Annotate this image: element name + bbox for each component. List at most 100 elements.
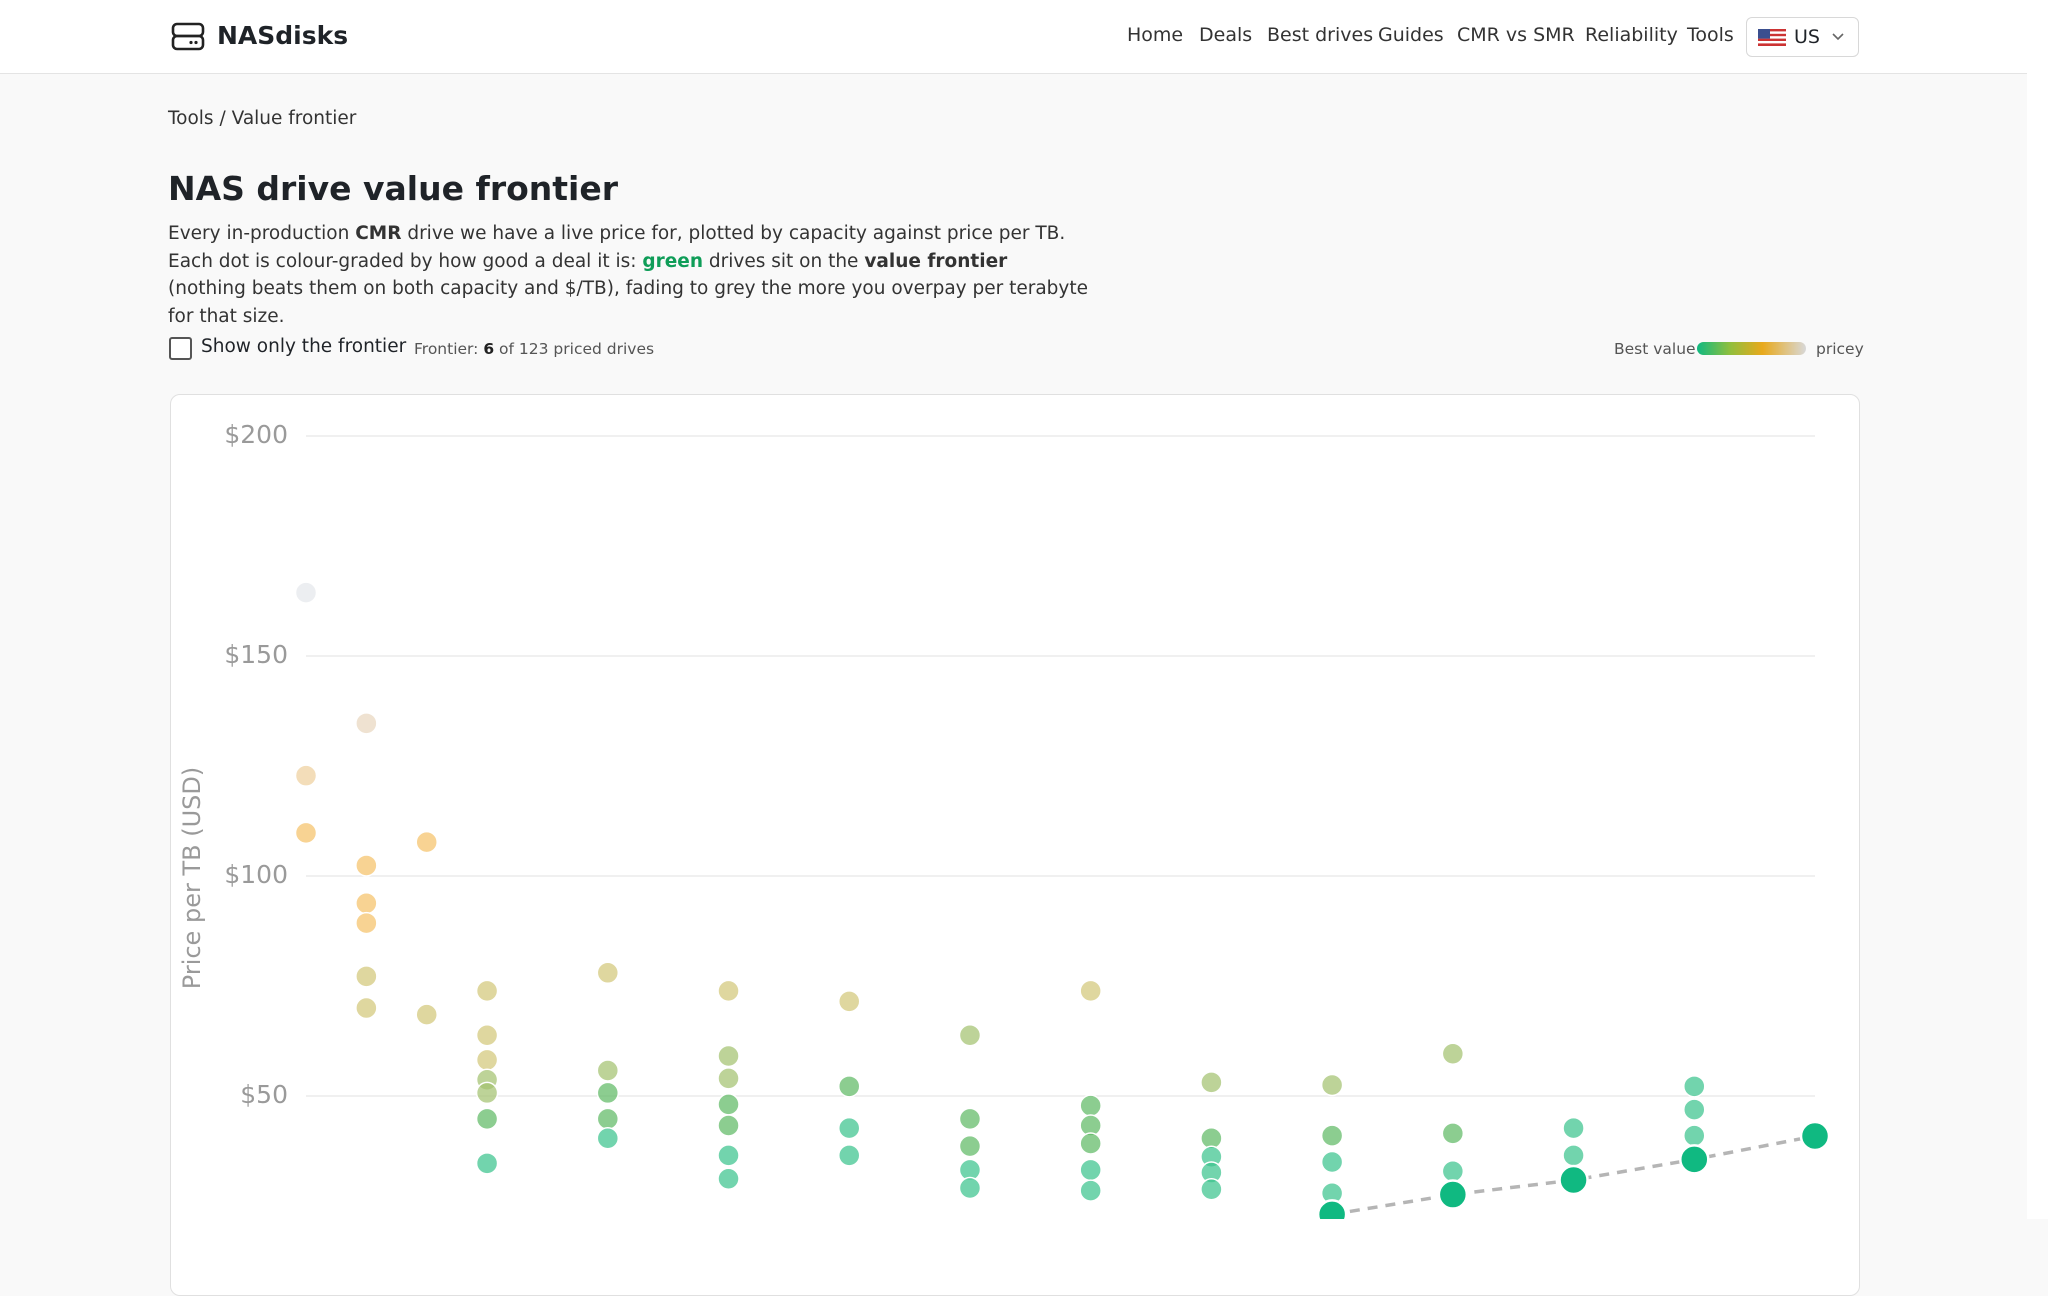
legend-gradient bbox=[1697, 342, 1806, 355]
breadcrumb-current: Value frontier bbox=[231, 108, 357, 129]
frontier-summary: Frontier: 6 of 123 priced drives bbox=[414, 340, 654, 358]
intro: Every in-production CMR drive we have a … bbox=[168, 220, 1088, 330]
drive-dot bbox=[837, 990, 861, 1013]
drive-dot bbox=[1683, 1098, 1706, 1121]
drive-dot bbox=[717, 1044, 740, 1068]
region-label: US bbox=[1794, 26, 1820, 48]
drive-dot bbox=[596, 961, 620, 985]
nav-link[interactable]: Best drives bbox=[1267, 24, 1374, 46]
page-title: NAS drive value frontier bbox=[168, 169, 618, 208]
chevron bbox=[1832, 33, 1844, 41]
drive-dot bbox=[1079, 1179, 1102, 1202]
drive-dot bbox=[355, 965, 378, 988]
region-select[interactable]: US bbox=[1746, 17, 1859, 57]
drive-dot bbox=[475, 1048, 499, 1072]
drive-dot bbox=[1079, 979, 1102, 1003]
breadcrumb-link[interactable]: Tools bbox=[168, 108, 214, 129]
nav-link[interactable]: Home bbox=[1127, 24, 1184, 46]
drive-dot bbox=[1683, 1124, 1706, 1147]
drive-dot bbox=[415, 830, 438, 854]
drive-dot bbox=[1079, 1094, 1102, 1117]
drive-dot bbox=[1200, 1071, 1223, 1094]
drive-dot bbox=[717, 1067, 740, 1090]
drive-dot bbox=[1079, 1132, 1102, 1155]
checkbox-label[interactable]: Show only the frontier bbox=[201, 336, 407, 357]
checkbox[interactable] bbox=[169, 337, 192, 360]
drive-dot bbox=[717, 1167, 740, 1190]
frontier-count: 6 bbox=[483, 340, 495, 358]
drive-dot bbox=[596, 1126, 620, 1150]
drive-dot bbox=[717, 1114, 740, 1137]
drive-dot bbox=[717, 1093, 740, 1116]
nav-link[interactable]: Tools bbox=[1687, 24, 1734, 46]
drive-dot bbox=[355, 892, 378, 915]
drive-dot bbox=[1562, 1144, 1585, 1167]
flag-icon bbox=[1758, 29, 1786, 46]
nav-link[interactable]: Guides bbox=[1378, 24, 1444, 46]
drive-dot bbox=[596, 1107, 620, 1131]
frontier-suffix: of 123 priced drives bbox=[499, 340, 655, 358]
drive-dot bbox=[1200, 1178, 1223, 1201]
frontier-dot bbox=[1558, 1164, 1589, 1196]
breadcrumb-separator: / bbox=[219, 108, 226, 129]
intro-text: drive we have a live price for, plotted … bbox=[168, 223, 1066, 272]
frontier-dot bbox=[1679, 1144, 1710, 1175]
intro-text: drives sit on the bbox=[703, 250, 865, 272]
intro-emph: CMR bbox=[355, 223, 402, 244]
logo-icon bbox=[171, 22, 205, 51]
legend-low: Best value bbox=[1614, 340, 1696, 358]
drive-dot bbox=[294, 581, 318, 604]
drive-dot bbox=[475, 1107, 499, 1131]
drive-dot bbox=[355, 911, 378, 935]
drive-dot bbox=[958, 1176, 982, 1200]
drive-dot bbox=[1320, 1150, 1344, 1174]
drive-dot bbox=[958, 1024, 982, 1047]
y-axis-label: Price per TB (USD) bbox=[178, 767, 206, 989]
y-tick-label: $50 bbox=[240, 1080, 288, 1109]
y-tick-label: $200 bbox=[224, 420, 288, 449]
y-tick-label: $100 bbox=[224, 860, 288, 889]
drive-dot bbox=[294, 764, 318, 787]
drive-dot bbox=[958, 1134, 982, 1158]
drive-dot bbox=[1079, 1158, 1102, 1182]
drive-dot bbox=[717, 979, 740, 1003]
drive-dot bbox=[294, 821, 318, 845]
intro-green: green bbox=[642, 250, 704, 272]
nav-link[interactable]: Reliability bbox=[1585, 24, 1678, 46]
frontier-dot bbox=[1316, 1199, 1348, 1219]
legend-high: pricey bbox=[1816, 340, 1864, 358]
chart: Price per TB (USD) $200 $150 $100 $50 bbox=[178, 420, 1831, 1219]
nav-link[interactable]: CMR vs SMR bbox=[1457, 24, 1575, 46]
brand[interactable]: NASdisks bbox=[217, 21, 349, 50]
drive-dot bbox=[475, 1152, 499, 1175]
scrollbar bbox=[2027, 0, 2048, 1219]
drive-dot bbox=[717, 1144, 740, 1167]
drive-dot bbox=[837, 1144, 861, 1167]
intro-text: (nothing beats them on both capacity and… bbox=[168, 278, 1088, 327]
intro-emph: value frontier bbox=[864, 250, 1008, 272]
drive-dot bbox=[415, 1003, 438, 1026]
drive-dot bbox=[1683, 1075, 1706, 1098]
top-bar: NASdisks Home Deals Best drives Guides C… bbox=[0, 0, 2027, 74]
nav-link[interactable]: Deals bbox=[1199, 24, 1253, 46]
drive-dot bbox=[1441, 1159, 1465, 1183]
drive-dot bbox=[958, 1107, 982, 1131]
drive-dot bbox=[475, 1081, 499, 1105]
drive-dot bbox=[355, 712, 378, 735]
drive-dot bbox=[596, 1059, 620, 1082]
drive-dot bbox=[355, 996, 378, 1020]
drive-dot bbox=[1320, 1073, 1344, 1097]
frontier-label: Frontier: bbox=[414, 340, 479, 358]
drive-dot bbox=[596, 1081, 620, 1105]
frontier-dot bbox=[1799, 1120, 1831, 1152]
drive-dot bbox=[837, 1116, 861, 1140]
drive-dot bbox=[475, 1024, 499, 1047]
drive-dot bbox=[355, 854, 378, 877]
breadcrumb: Tools / Value frontier bbox=[168, 108, 356, 129]
drive-dot bbox=[1441, 1042, 1465, 1066]
intro-text: Every in-production bbox=[168, 223, 356, 244]
drive-dot bbox=[1562, 1116, 1585, 1140]
y-tick-label: $150 bbox=[224, 640, 288, 669]
drive-dot bbox=[475, 979, 499, 1003]
